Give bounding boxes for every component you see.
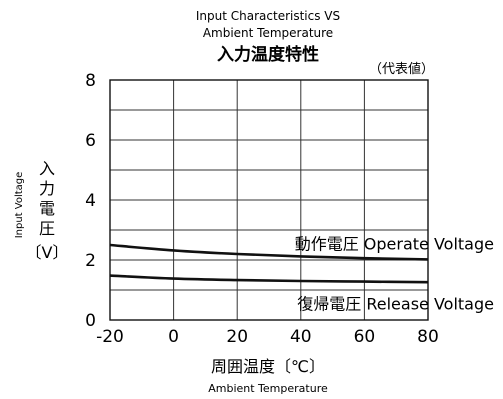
x-axis-label-jp: 周囲温度〔℃〕 [211, 357, 325, 376]
chart-title-jp: 入力温度特性 [217, 44, 319, 65]
plot-frame [109, 79, 429, 321]
x-tick-label: 20 [226, 327, 248, 347]
x-tick-label: 40 [290, 327, 312, 347]
typical-value-note: （代表値） [369, 61, 434, 77]
operate-voltage-line [109, 243, 429, 261]
y-axis-label-en: Input Voltage [14, 172, 25, 239]
x-tick-label: 0 [168, 327, 179, 347]
y-axis-label-jp-char: 力 [39, 179, 55, 198]
y-tick-label: 2 [85, 251, 96, 271]
release-voltage-line [109, 274, 429, 284]
x-tick-label: 80 [417, 327, 439, 347]
series-lines [109, 243, 429, 284]
x-tick-label: 60 [354, 327, 376, 347]
y-axis-label-jp-char: 入 [39, 159, 55, 178]
y-tick-label: 6 [85, 131, 96, 151]
grid [109, 79, 429, 321]
x-axis-label-en: Ambient Temperature [208, 382, 328, 395]
x-tick-label: -20 [96, 327, 124, 347]
release-voltage-label: 復帰電圧 Release Voltage [297, 295, 494, 314]
y-axis-label-unit: 〔V〕 [26, 243, 69, 262]
y-tick-label: 8 [85, 71, 96, 91]
y-tick-label: 0 [85, 311, 96, 331]
chart-title-en-line2: Ambient Temperature [203, 26, 333, 40]
y-axis-label-jp-char: 電 [39, 199, 55, 218]
y-tick-label: 4 [85, 191, 96, 211]
y-axis-label-jp-char: 圧 [39, 219, 55, 238]
operate-voltage-label: 動作電圧 Operate Voltage [295, 235, 494, 254]
chart-title-en-line1: Input Characteristics VS [196, 9, 340, 23]
series-labels: 動作電圧 Operate Voltage 復帰電圧 Release Voltage [295, 235, 494, 314]
